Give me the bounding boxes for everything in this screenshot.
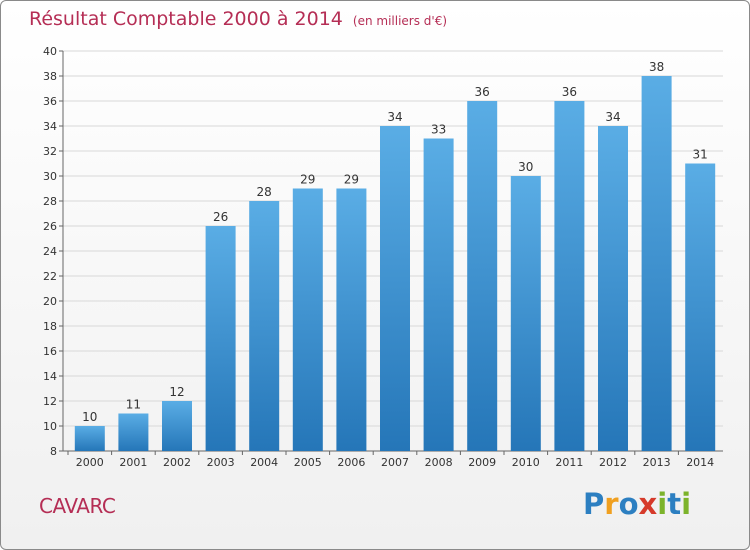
- y-tick-label: 12: [43, 395, 57, 408]
- bar: [641, 76, 672, 451]
- chart-title: Résultat Comptable 2000 à 2014 (en millie…: [29, 8, 447, 30]
- x-tick-label: 2011: [555, 456, 583, 469]
- x-tick-label: 2003: [207, 456, 235, 469]
- logo-letter: t: [667, 487, 682, 521]
- bar: [74, 426, 105, 451]
- bar-value-label: 28: [257, 185, 272, 199]
- y-tick-label: 34: [43, 120, 57, 133]
- bar: [423, 138, 454, 451]
- bar: [336, 188, 367, 451]
- bar-value-label: 29: [344, 173, 359, 187]
- y-tick-label: 8: [50, 445, 57, 458]
- logo-letter: x: [638, 487, 658, 521]
- logo-letter: r: [604, 487, 619, 521]
- bar-value-label: 29: [300, 173, 315, 187]
- x-tick-label: 2000: [76, 456, 104, 469]
- bar: [510, 176, 541, 451]
- y-tick-label: 22: [43, 270, 57, 283]
- x-tick-label: 2010: [512, 456, 540, 469]
- bar-value-label: 36: [562, 85, 577, 99]
- bar-value-label: 12: [169, 385, 184, 399]
- x-tick-label: 2013: [643, 456, 671, 469]
- bar: [162, 401, 192, 451]
- bar-value-label: 34: [605, 110, 620, 124]
- x-tick-label: 2005: [294, 456, 322, 469]
- y-tick-label: 16: [43, 345, 57, 358]
- bar: [467, 101, 498, 451]
- bar: [205, 226, 236, 451]
- bar: [249, 201, 280, 451]
- labels: 8 10 12 14 16 18 20 22 24 26 28 30 32 34 36 38 40 10 2000 1…: [43, 45, 714, 469]
- logo-letter: i: [681, 487, 692, 521]
- logo-letter: P: [583, 487, 605, 521]
- bar-value-label: 30: [518, 160, 533, 174]
- x-tick-label: 2007: [381, 456, 409, 469]
- y-tick-label: 20: [43, 295, 57, 308]
- y-tick-label: 28: [43, 195, 57, 208]
- x-tick-label: 2002: [163, 456, 191, 469]
- bar-value-label: 31: [693, 148, 708, 162]
- y-tick-label: 36: [43, 95, 57, 108]
- y-tick-label: 26: [43, 220, 57, 233]
- bar-value-label: 11: [126, 398, 141, 412]
- y-tick-label: 14: [43, 370, 57, 383]
- x-tick-label: 2009: [468, 456, 496, 469]
- bar-value-label: 26: [213, 210, 228, 224]
- bar: [685, 163, 716, 451]
- x-tick-label: 2008: [425, 456, 453, 469]
- bar: [554, 101, 585, 451]
- bar: [292, 188, 323, 451]
- y-tick-label: 40: [43, 45, 57, 58]
- x-tick-label: 2001: [119, 456, 147, 469]
- chart-unit-label: (en milliers d'€): [352, 14, 448, 28]
- bar-value-label: 33: [431, 123, 446, 137]
- y-tick-label: 24: [43, 245, 57, 258]
- bar-value-label: 36: [475, 85, 490, 99]
- y-tick-label: 30: [43, 170, 57, 183]
- x-tick-label: 2006: [337, 456, 365, 469]
- chart-title-text: Résultat Comptable 2000 à 2014: [29, 8, 343, 30]
- bar-value-label: 34: [387, 110, 402, 124]
- y-tick-label: 18: [43, 320, 57, 333]
- bar-value-label: 38: [649, 60, 664, 74]
- bar-value-label: 10: [82, 410, 97, 424]
- y-tick-label: 10: [43, 420, 57, 433]
- place-name: CAVARC: [39, 494, 116, 518]
- x-tick-label: 2014: [686, 456, 714, 469]
- proxiti-logo[interactable]: Proxiti: [583, 487, 691, 521]
- bar: [380, 126, 410, 451]
- logo-letter: o: [618, 487, 639, 521]
- x-tick-label: 2012: [599, 456, 627, 469]
- bar: [118, 413, 149, 451]
- logo-letter: i: [657, 487, 668, 521]
- y-tick-label: 32: [43, 145, 57, 158]
- bars: [74, 76, 716, 451]
- bar: [598, 126, 628, 451]
- x-tick-label: 2004: [250, 456, 278, 469]
- y-tick-label: 38: [43, 70, 57, 83]
